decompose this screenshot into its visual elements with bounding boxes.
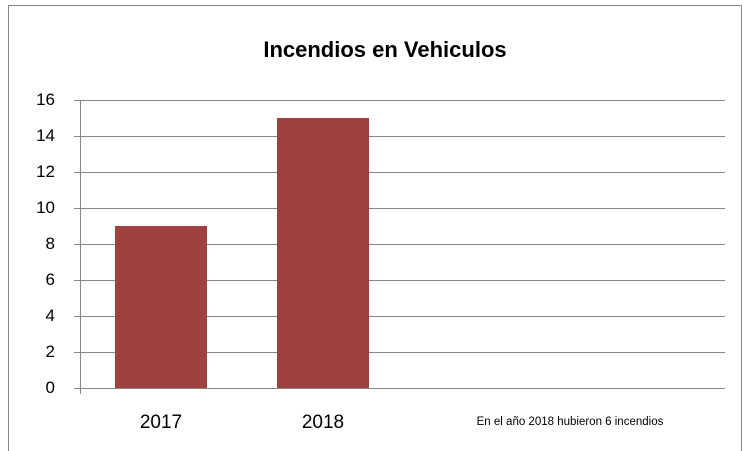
chart-title: Incendios en Vehiculos: [263, 37, 506, 62]
bar: [115, 226, 207, 388]
y-tick-label: 12: [36, 162, 55, 181]
y-tick-label: 0: [46, 378, 55, 397]
y-tick-label: 6: [46, 270, 55, 289]
y-tick-label: 2: [46, 342, 55, 361]
bar: [277, 118, 369, 388]
x-tick-label: 2018: [302, 412, 344, 433]
annotation: En el año 2018 hubieron 6 incendios: [477, 416, 664, 428]
y-tick-label: 10: [36, 198, 55, 217]
x-tick-label: 2017: [140, 412, 182, 433]
y-tick-label: 4: [46, 306, 55, 325]
y-tick-label: 16: [36, 90, 55, 109]
y-tick-label: 8: [46, 234, 55, 253]
y-tick-label: 14: [36, 126, 55, 145]
